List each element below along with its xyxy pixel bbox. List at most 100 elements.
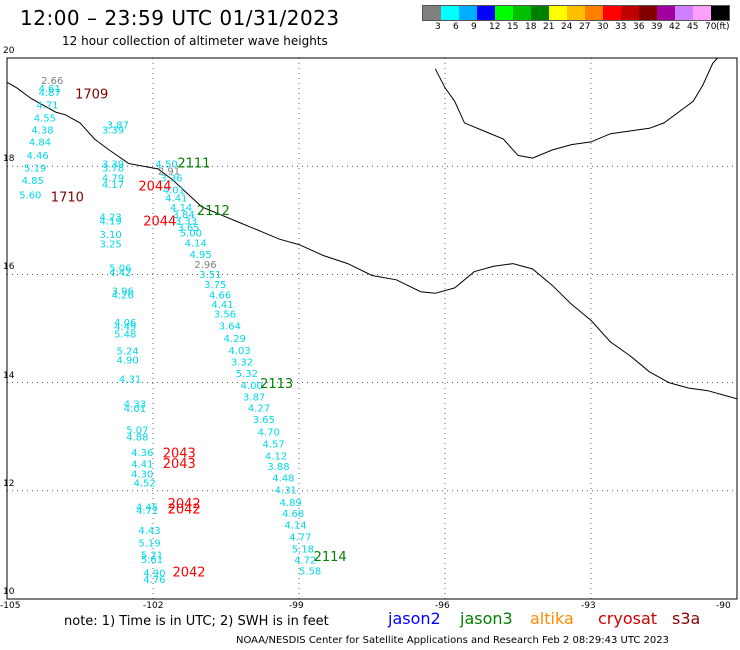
wave-height-value: 4.77 [289, 533, 311, 544]
wave-height-value: 3.33 [175, 217, 197, 228]
wave-height-value: 4.14 [170, 203, 192, 214]
wave-height-value: 4.72 [294, 555, 316, 566]
colorbar-tick-label: 70 [705, 22, 717, 32]
longitude-label: -105 [0, 601, 21, 611]
wave-height-value: 3.87 [243, 392, 265, 403]
colorbar-swatch [711, 6, 729, 20]
pass-time-label: 1710 [51, 190, 84, 205]
wave-height-value: 4.55 [34, 113, 56, 124]
wave-height-value: 3.75 [204, 280, 226, 291]
wave-height-value: 4.88 [126, 432, 148, 443]
wave-height-value: 5.24 [117, 346, 139, 357]
wave-height-value: 4.49 [114, 322, 136, 333]
wave-height-value: 5.60 [19, 191, 41, 202]
wave-height-value: 4.17 [102, 180, 124, 191]
coastline [6, 57, 738, 400]
wave-height-value: 4.90 [143, 568, 165, 579]
wave-height-value: 4.06 [114, 318, 136, 329]
wave-height-value: 4.30 [131, 469, 153, 480]
wave-height-value: 3.39 [102, 159, 124, 170]
wave-height-value: 4.70 [258, 428, 280, 439]
wave-height-value: 4.14 [185, 238, 207, 249]
wave-height-value: 5.32 [236, 369, 258, 380]
wave-height-value: 3.65 [177, 223, 199, 234]
pass-time-label: 2114 [314, 550, 347, 565]
pass-time-label: 2112 [197, 204, 230, 219]
latitude-label: 16 [3, 262, 15, 273]
colorbar-swatch [459, 6, 477, 20]
wave-height-value: 4.29 [224, 334, 246, 345]
colorbar-swatch [675, 6, 693, 20]
colorbar-swatch [603, 6, 621, 20]
wave-height-value: 4.01 [163, 185, 185, 196]
colorbar-tick-label: 39 [651, 22, 663, 32]
legend-s3a: s3a [672, 609, 701, 628]
wave-height-value: 4.66 [209, 291, 231, 302]
wave-height-value: 4.52 [134, 478, 156, 489]
wave-height-value: 3.65 [253, 415, 275, 426]
wave-height-value: 4.48 [272, 474, 294, 485]
wave-height-value: 4.57 [263, 440, 285, 451]
latitude-label: 12 [3, 478, 15, 489]
pacific-coastline [6, 81, 738, 400]
colorbar-tick-label: 33 [615, 22, 627, 32]
wave-height-value: 4.00 [241, 381, 263, 392]
wave-height-value: 5.07 [126, 425, 148, 436]
wave-height-value: 4.68 [282, 509, 304, 520]
pass-time-label: 2043 [163, 457, 196, 472]
colorbar [422, 5, 730, 21]
wave-height-value: 4.41 [211, 300, 233, 311]
wave-height-value: 3.36 [160, 173, 182, 184]
wave-height-value: 3.51 [199, 270, 221, 281]
colorbar-tick-label: 12 [489, 22, 501, 32]
pass-time-label: 2044 [138, 180, 171, 195]
wave-height-value: 5.19 [24, 164, 46, 175]
wave-height-value: 4.71 [36, 100, 58, 111]
wave-height-value: 4.41 [165, 193, 187, 204]
colorbar-tick-label: 21 [543, 22, 555, 32]
page-subtitle: 12 hour collection of altimeter wave hei… [62, 34, 328, 48]
colorbar-tick-label: 3 [435, 22, 441, 32]
wave-height-value: 4.90 [117, 356, 139, 367]
pass-time-label: 2113 [260, 377, 293, 392]
wave-height-value: 4.95 [190, 250, 212, 261]
wave-height-value: 3.78 [102, 164, 124, 175]
wave-height-value: 3.84 [172, 210, 194, 221]
wave-height-value: 3.56 [214, 310, 236, 321]
wave-height-labels: 2.664.614.874.714.554.384.844.465.194.85… [19, 76, 321, 586]
pass-time-labels: 1709 1710 2111 2112 2113 2114 2044 2044 20432043… [51, 88, 347, 581]
colorbar-swatch [693, 6, 711, 20]
colorbar-tick-label: 30 [597, 22, 609, 32]
wave-height-value: 5.48 [114, 330, 136, 341]
wave-height-value: 5.06 [109, 264, 131, 275]
colorbar-swatch [423, 6, 441, 20]
wave-height-value: 4.46 [26, 151, 48, 162]
note-text: note: 1) Time is in UTC; 2) SWH is in fe… [64, 614, 329, 629]
wave-height-value: 4.42 [109, 268, 131, 279]
wave-height-value: 5.18 [292, 544, 314, 555]
legend-altika: altika [530, 609, 574, 628]
wave-height-value: 4.84 [29, 138, 51, 149]
wave-height-value: 4.14 [284, 521, 306, 532]
colorbar-tick-label: 42 [669, 22, 681, 32]
wave-height-value: 3.39 [102, 126, 124, 137]
colorbar-swatch [495, 6, 513, 20]
wave-height-value: 4.36 [131, 448, 153, 459]
wave-height-value: 5.58 [299, 567, 321, 578]
colorbar-swatch [441, 6, 459, 20]
latitude-label: 20 [3, 46, 15, 56]
wave-height-value: 5.19 [138, 539, 160, 550]
legend-jason3: jason3 [460, 609, 513, 628]
longitude-label: -102 [143, 601, 164, 611]
wave-height-value: 4.26 [112, 291, 134, 302]
legend-cryosat: cryosat [598, 609, 658, 628]
colorbar-tick-label: 45 [687, 22, 699, 32]
colorbar-tick-label: 27 [579, 22, 591, 32]
pass-time-label: 2111 [177, 156, 210, 171]
wave-height-value: 4.23 [99, 212, 121, 223]
wave-height-value: 4.33 [124, 399, 146, 410]
wave-height-value: 4.03 [228, 346, 250, 357]
colorbar-swatch [585, 6, 603, 20]
wave-height-value: 5.61 [141, 555, 163, 566]
pass-time-label: 2042 [168, 497, 201, 512]
